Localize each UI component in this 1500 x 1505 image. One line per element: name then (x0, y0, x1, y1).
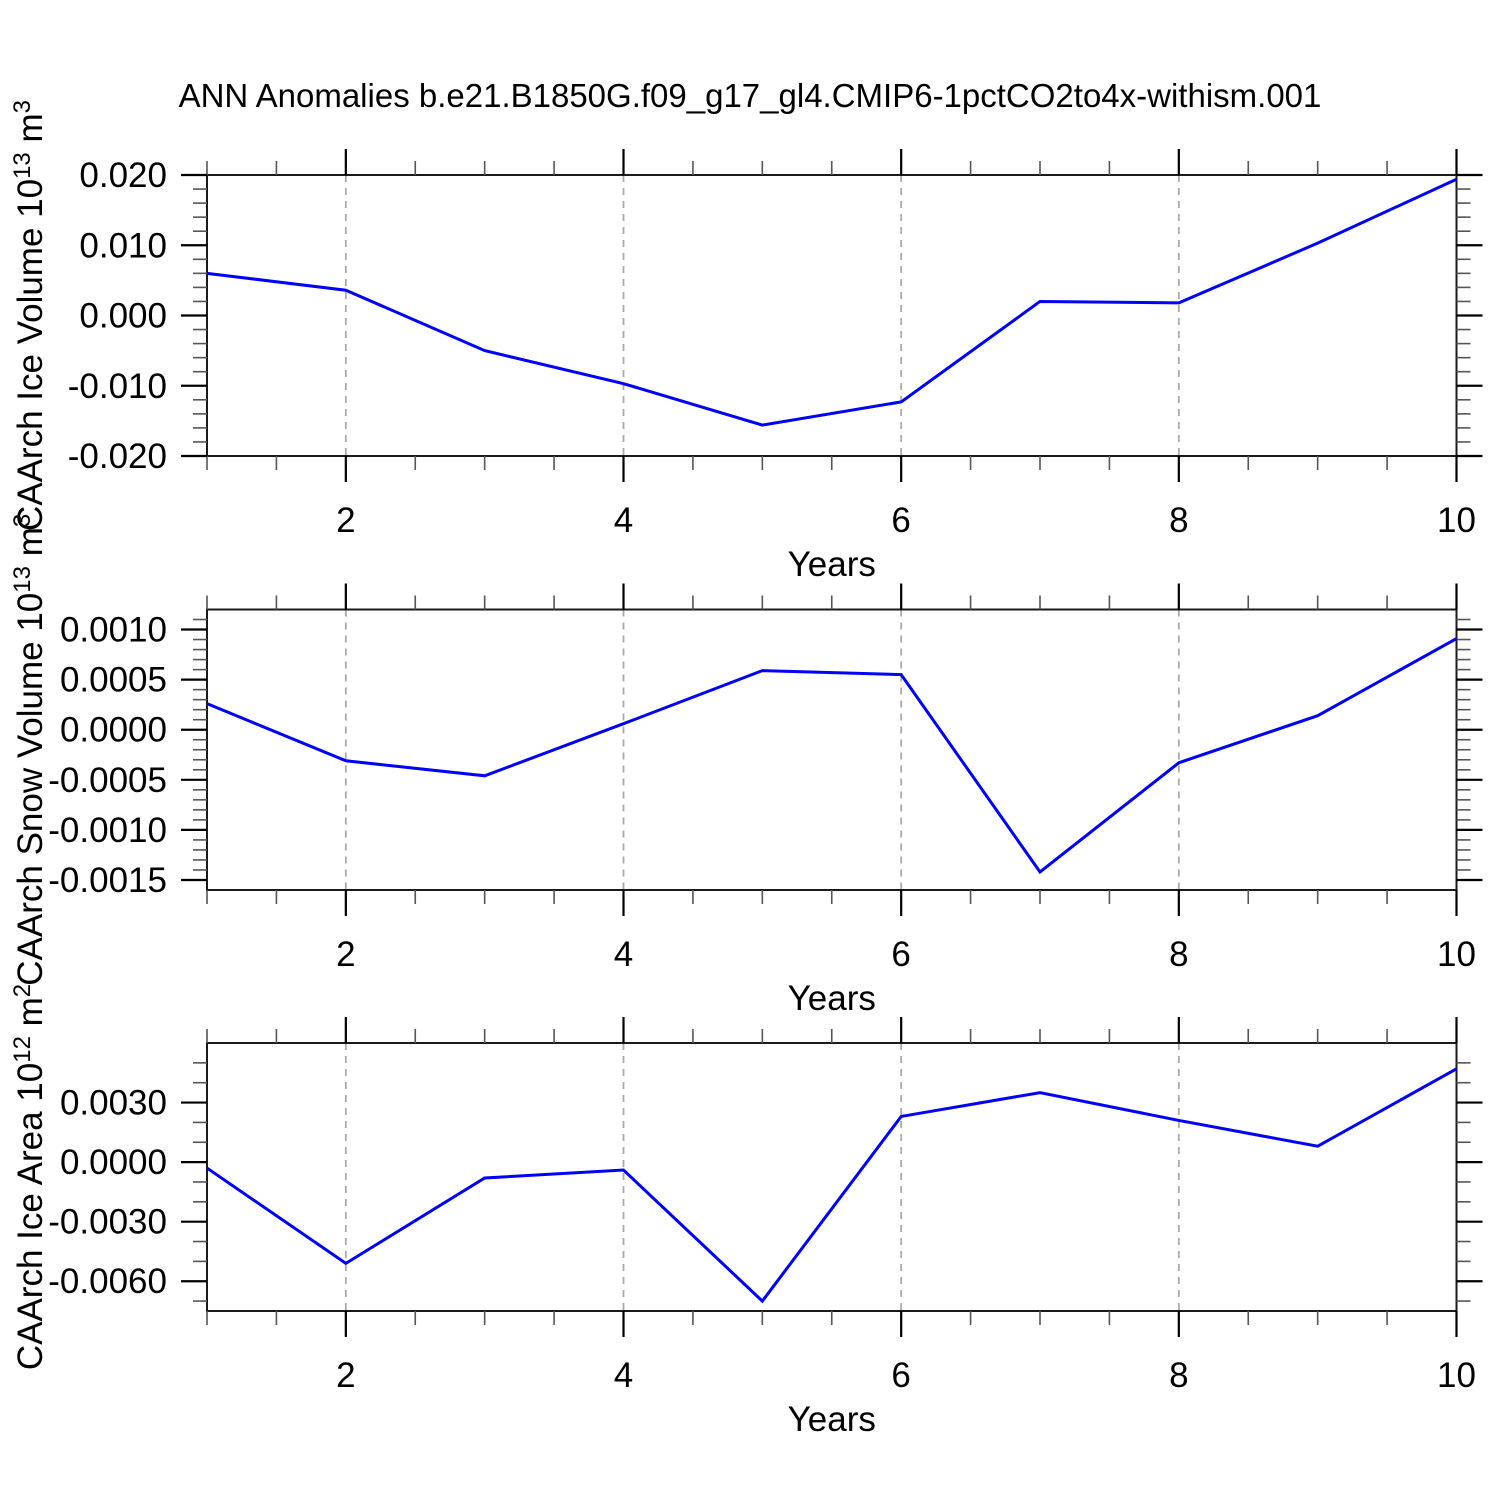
y-tick-label: 0.0030 (60, 1084, 167, 1123)
y-axis-label-text: m (11, 527, 50, 566)
y-axis-label: CAArch Snow Volume 1013 m3 (9, 514, 50, 986)
y-tick-label: -0.0015 (48, 861, 167, 900)
data-line (206, 1067, 1458, 1304)
chart-title: ANN Anomalies b.e21.B1850G.f09_g17_gl4.C… (179, 77, 1322, 114)
y-tick-label: 0.0010 (60, 611, 167, 650)
y-tick-label: 0.0000 (60, 1143, 167, 1182)
x-tick-label: 4 (614, 1356, 633, 1395)
y-axis-label-superscript: 13 (9, 152, 36, 179)
x-tick-label: 6 (891, 935, 910, 974)
y-tick-label: 0.020 (79, 156, 167, 195)
y-axis-label-text: CAArch Snow Volume 10 (11, 593, 50, 986)
data-line (206, 637, 1458, 875)
x-tick-label: 6 (891, 501, 910, 540)
x-axis-label: Years (788, 545, 876, 584)
x-tick-label: 10 (1437, 501, 1476, 540)
x-tick-label: 4 (614, 935, 633, 974)
plot-frame (206, 1042, 1458, 1312)
x-tick-label: 6 (891, 1356, 910, 1395)
x-tick-label: 10 (1437, 935, 1476, 974)
subplot-ice-volume: 2 4 6 8 10 0.020 0.010 0.000 -0.010 -0.020 Years CA… (9, 100, 1483, 584)
y-tick-label: 0.0005 (60, 661, 167, 700)
x-axis-label: Years (788, 1400, 876, 1439)
x-tick-label: 10 (1437, 1356, 1476, 1395)
y-axis-label: CAArch Ice Volume 1013 m3 (9, 100, 50, 531)
y-tick-label: -0.0060 (48, 1262, 167, 1301)
x-tick-label: 2 (336, 935, 355, 974)
y-tick-label: -0.0030 (48, 1203, 167, 1242)
y-axis-label-superscript: 12 (9, 1036, 36, 1063)
y-axis-label-superscript: 13 (9, 566, 36, 593)
y-tick-label: -0.0005 (48, 761, 167, 800)
y-tick-label: -0.0010 (48, 811, 167, 850)
y-axis-label-text: CAArch Ice Area 10 (11, 1063, 50, 1370)
y-axis-label-superscript: 2 (9, 984, 36, 997)
x-tick-label: 8 (1169, 1356, 1188, 1395)
y-axis-label-text: CAArch Ice Volume 10 (11, 179, 50, 531)
y-tick-label: -0.020 (68, 437, 167, 476)
y-axis-label-superscript: 3 (9, 100, 36, 113)
x-tick-label: 8 (1169, 501, 1188, 540)
y-tick-label: 0.000 (79, 297, 167, 336)
plot-frame (206, 608, 1458, 891)
y-tick-label: 0.010 (79, 226, 167, 265)
y-axis-label-text: m (11, 113, 50, 152)
y-axis-label-text: m (11, 997, 50, 1036)
x-tick-label: 2 (336, 501, 355, 540)
subplot-ice-area: 2 4 6 8 10 0.0030 0.0000 -0.0030 -0.0060 Years CAA… (9, 984, 1483, 1439)
data-line (206, 177, 1458, 427)
x-tick-label: 2 (336, 1356, 355, 1395)
subplot-snow-volume: 2 4 6 8 10 0.0010 0.0005 0.0000 -0.0005 -0.0010 -0… (9, 514, 1483, 1018)
x-axis-label: Years (788, 979, 876, 1018)
x-tick-label: 8 (1169, 935, 1188, 974)
y-axis-label-superscript: 3 (9, 514, 36, 527)
y-axis-label: CAArch Ice Area 1012 m2 (9, 984, 50, 1370)
y-tick-label: 0.0000 (60, 711, 167, 750)
y-tick-label: -0.010 (68, 367, 167, 406)
x-tick-label: 4 (614, 501, 633, 540)
